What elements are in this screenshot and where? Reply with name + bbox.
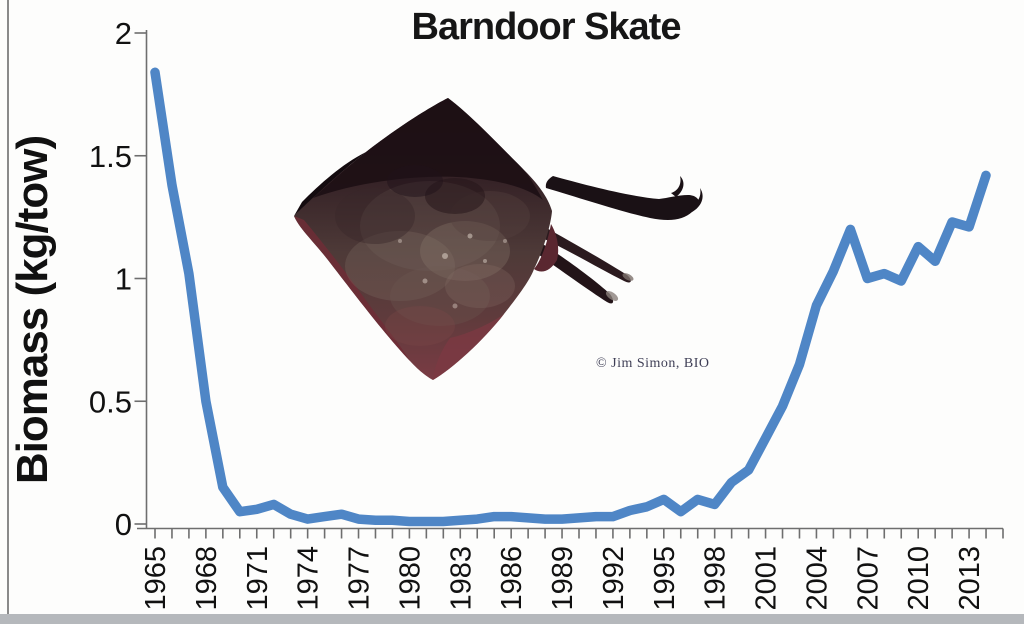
x-tick-label: 2010 <box>903 546 935 611</box>
y-tick-label: 0 <box>115 507 132 542</box>
y-tick-label: 1 <box>115 262 132 297</box>
bottom-border-strip <box>0 614 1024 624</box>
x-tick-label: 1986 <box>496 546 528 611</box>
photo-credit: © Jim Simon, BIO <box>596 356 710 371</box>
skate-texture <box>335 165 530 346</box>
x-tick-label: 1971 <box>242 546 274 611</box>
y-tick-label: 1.5 <box>89 139 132 174</box>
skate-clasper <box>538 226 631 283</box>
x-tick-label: 2004 <box>801 546 833 611</box>
biomass-line <box>150 67 991 527</box>
skate-tail-hook <box>671 176 684 197</box>
x-tick-label: 1968 <box>191 546 223 611</box>
y-tick-labels: 0 0.5 1 1.5 2 <box>89 16 132 542</box>
skate-fin-lobe <box>534 224 559 272</box>
x-tick-label: 1965 <box>140 546 172 611</box>
left-border-line <box>7 0 9 615</box>
x-tick-label: 1995 <box>649 546 681 611</box>
x-tick-label: 2001 <box>751 546 783 611</box>
skate-body-dark-top <box>313 98 543 200</box>
skate-underside-edge <box>433 314 504 380</box>
x-tick-labels: 1965 1968 1971 1974 1977 1980 1983 1986 1989 1992… <box>140 546 986 611</box>
skate-underside-edge <box>294 216 410 361</box>
x-tick-label: 1992 <box>598 546 630 611</box>
x-tick-label: 2007 <box>852 546 884 611</box>
x-tick-label: 1989 <box>547 546 579 611</box>
barndoor-skate-photo <box>294 98 703 380</box>
x-tick-label: 1977 <box>344 546 376 611</box>
skate-tail <box>545 176 700 220</box>
clasper-tip <box>605 291 619 301</box>
x-tick-label: 1980 <box>394 546 426 611</box>
x-tick-label: 1974 <box>293 546 325 611</box>
axes <box>134 30 1004 539</box>
y-tick-label: 2 <box>115 16 132 51</box>
y-tick-label: 0.5 <box>89 384 132 419</box>
clasper-tip <box>622 273 634 281</box>
x-tick-label: 1983 <box>445 546 477 611</box>
x-tick-label: 2013 <box>954 546 986 611</box>
x-tick-label: 1998 <box>700 546 732 611</box>
chart-title: Barndoor Skate <box>411 6 682 48</box>
skate-tail-hook <box>689 188 703 212</box>
